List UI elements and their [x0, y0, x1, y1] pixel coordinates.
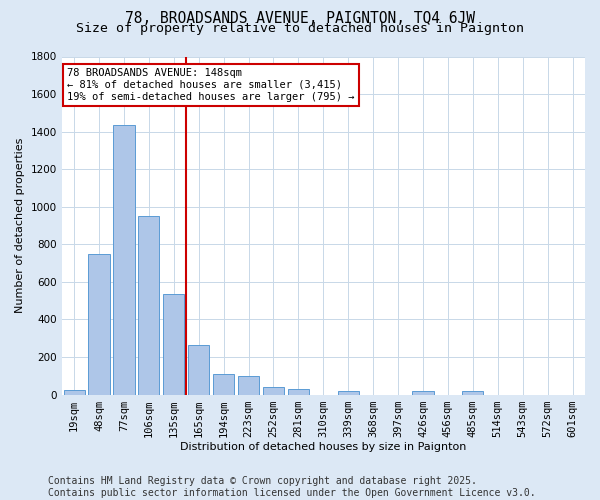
- Bar: [213, 374, 234, 394]
- X-axis label: Distribution of detached houses by size in Paignton: Distribution of detached houses by size …: [180, 442, 467, 452]
- Text: Contains HM Land Registry data © Crown copyright and database right 2025.
Contai: Contains HM Land Registry data © Crown c…: [48, 476, 536, 498]
- Bar: [238, 376, 259, 394]
- Text: 78 BROADSANDS AVENUE: 148sqm
← 81% of detached houses are smaller (3,415)
19% of: 78 BROADSANDS AVENUE: 148sqm ← 81% of de…: [67, 68, 355, 102]
- Bar: [338, 391, 359, 394]
- Bar: [462, 391, 484, 394]
- Bar: [288, 390, 309, 394]
- Bar: [113, 125, 134, 394]
- Y-axis label: Number of detached properties: Number of detached properties: [15, 138, 25, 313]
- Text: Size of property relative to detached houses in Paignton: Size of property relative to detached ho…: [76, 22, 524, 35]
- Bar: [138, 216, 160, 394]
- Text: 78, BROADSANDS AVENUE, PAIGNTON, TQ4 6JW: 78, BROADSANDS AVENUE, PAIGNTON, TQ4 6JW: [125, 11, 475, 26]
- Bar: [88, 254, 110, 394]
- Bar: [163, 294, 184, 394]
- Bar: [64, 390, 85, 394]
- Bar: [412, 391, 434, 394]
- Bar: [263, 386, 284, 394]
- Bar: [188, 345, 209, 395]
